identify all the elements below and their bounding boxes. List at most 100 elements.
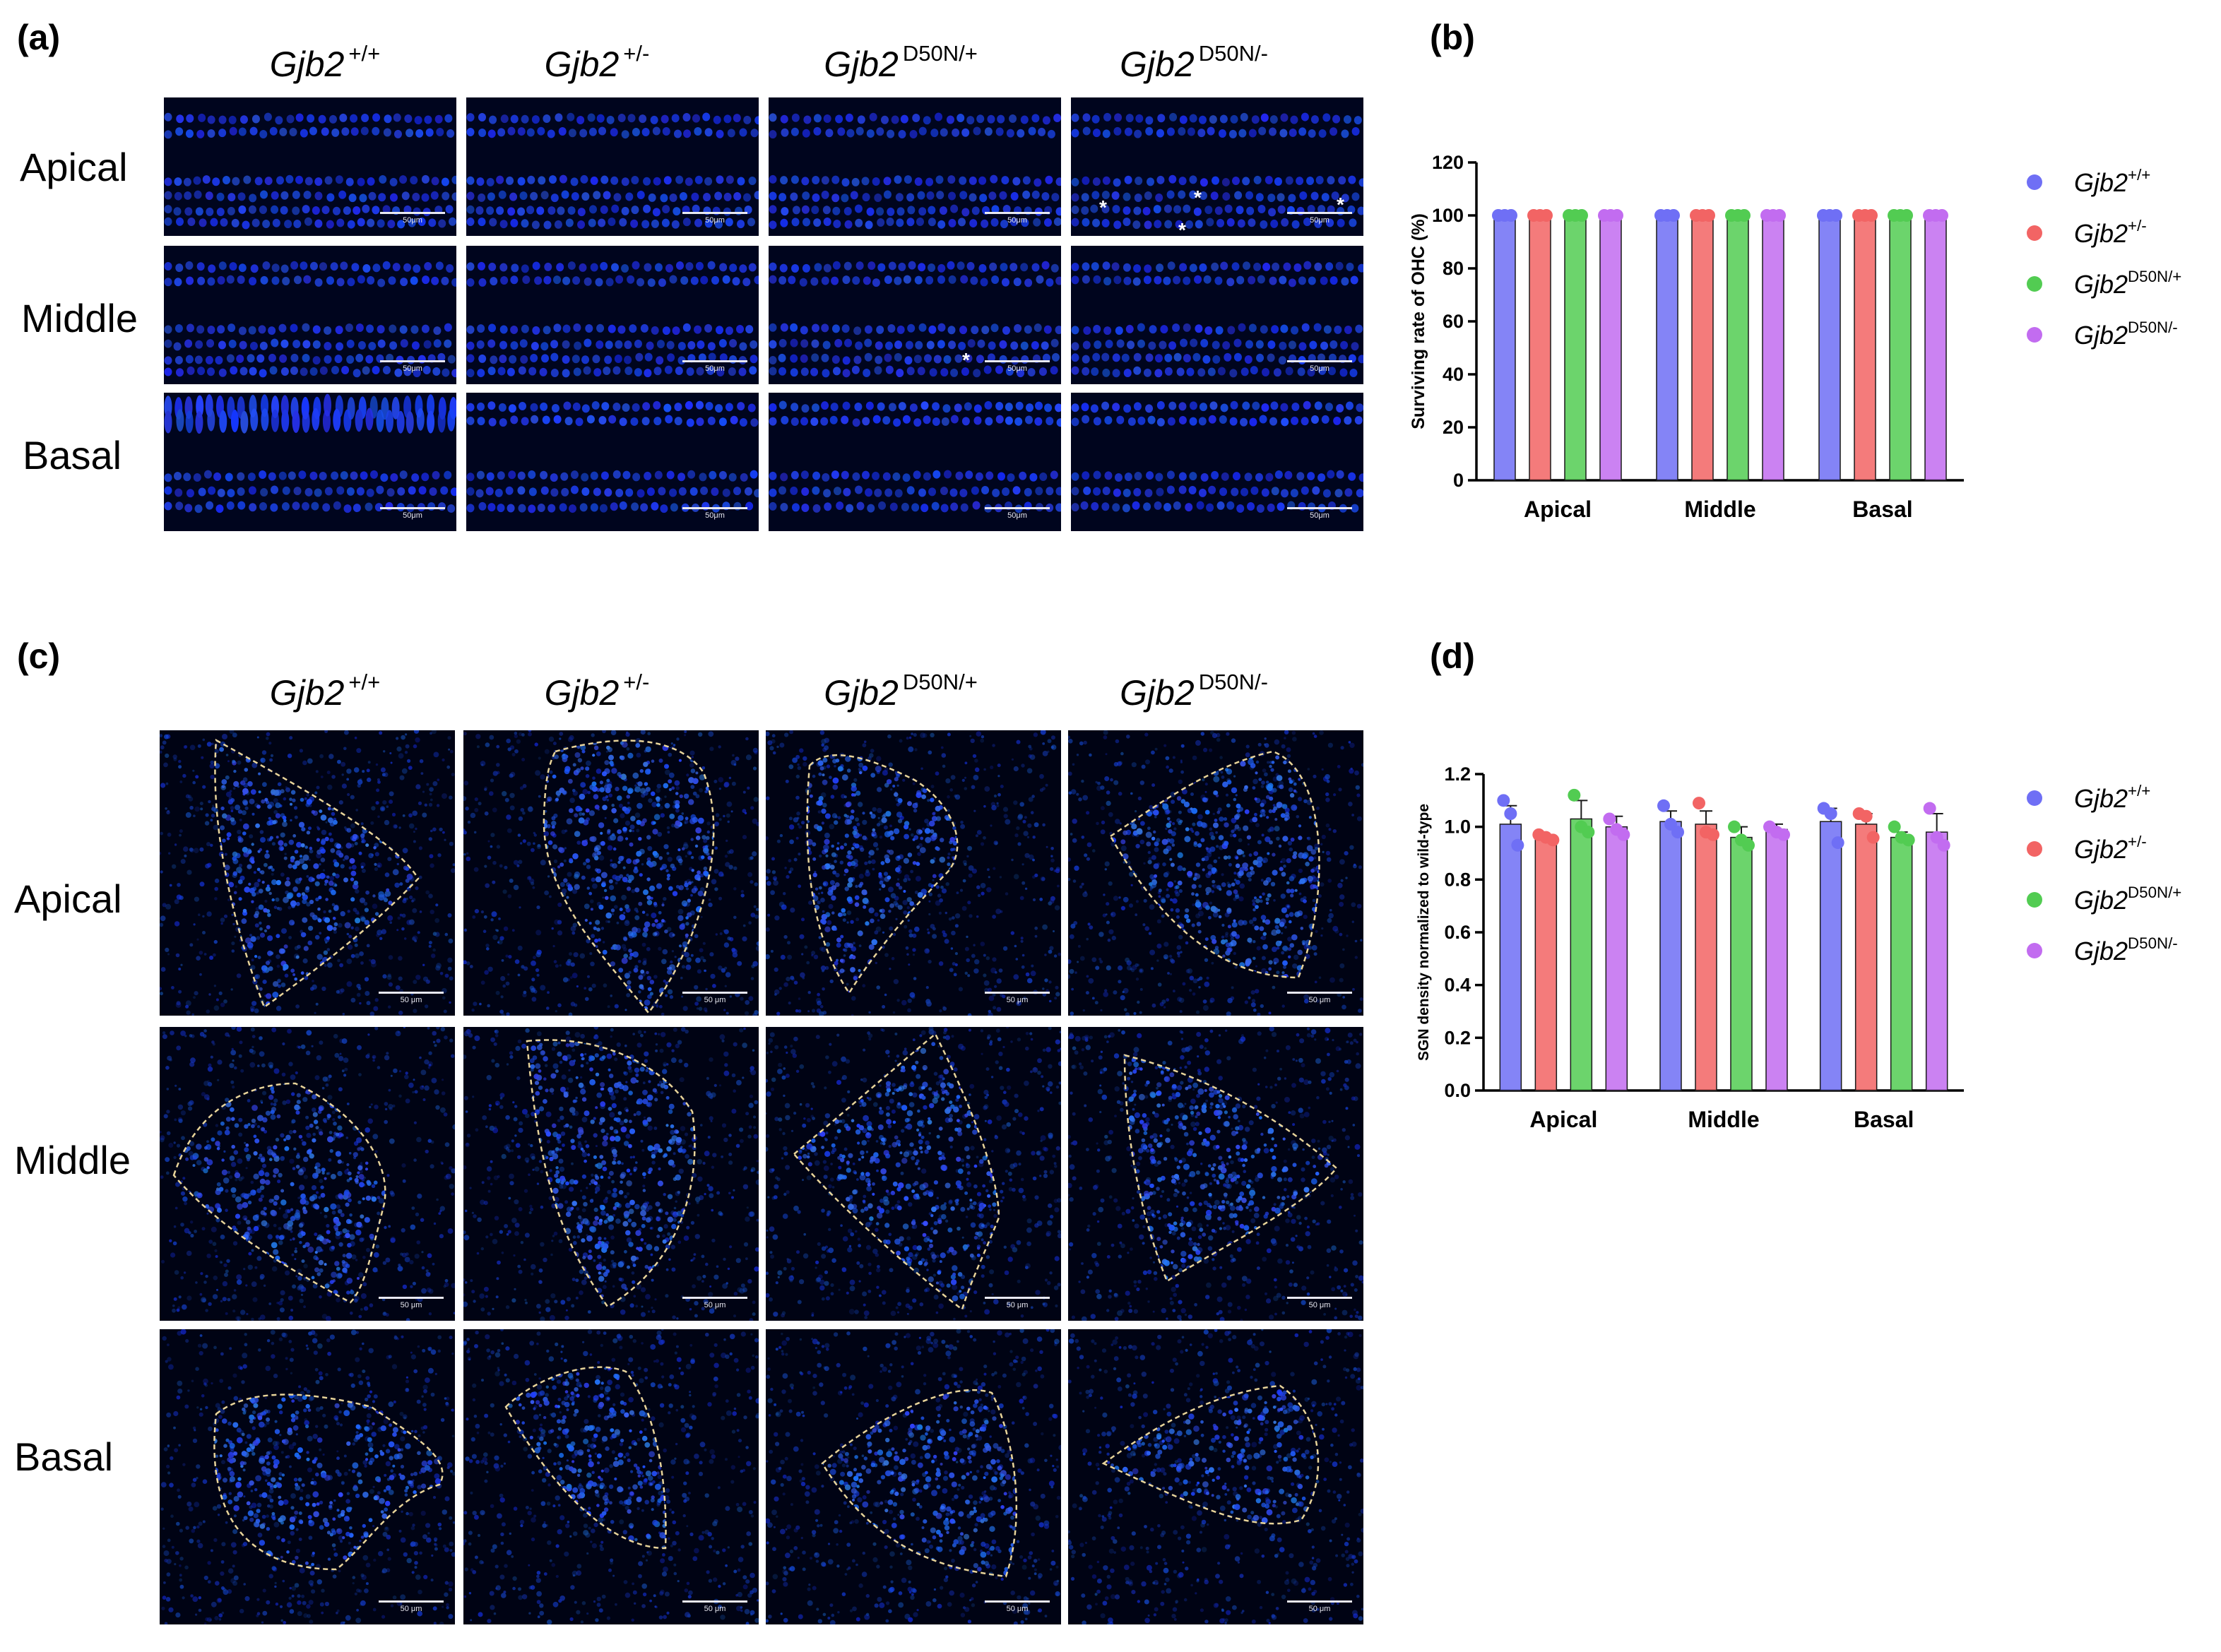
sgn-image-apical-2: 50 μm xyxy=(463,730,759,1016)
genotype-header-a-2: Gjb2 +/- xyxy=(545,41,650,85)
legend-label: Gjb2D50N/- xyxy=(2074,319,2178,350)
data-point xyxy=(1671,826,1684,839)
data-point xyxy=(1728,820,1741,833)
row-label-a-apical: Apical xyxy=(20,144,128,190)
scale-bar: 50μm xyxy=(380,507,445,523)
ohc-image-apical-4: 50μm xyxy=(1071,97,1363,236)
category-label: Apical xyxy=(1524,497,1592,522)
scale-bar: 50 μm xyxy=(1287,992,1352,1007)
data-point xyxy=(1936,209,1948,222)
data-point xyxy=(1902,833,1915,847)
scale-bar: 50μm xyxy=(1287,507,1352,523)
bar-middle-2 xyxy=(1695,824,1717,1091)
data-point xyxy=(1540,209,1553,222)
genotype-header-c-1: Gjb2 +/+ xyxy=(270,670,380,713)
scale-bar-label: 50 μm xyxy=(1287,1301,1352,1309)
bar-apical-3 xyxy=(1564,215,1587,481)
y-tick-label: 40 xyxy=(1443,364,1464,385)
scale-bar-label: 50μm xyxy=(380,511,445,520)
legend-swatch xyxy=(2027,327,2042,343)
scale-bar-label: 50μm xyxy=(985,511,1050,520)
bar-basal-2 xyxy=(1854,215,1876,481)
scale-bar: 50 μm xyxy=(682,992,747,1007)
data-point xyxy=(1693,797,1705,810)
scale-bar: 50μm xyxy=(682,212,747,227)
genotype-header-a-3: Gjb2 D50N/+ xyxy=(824,41,978,85)
ohc-image-middle-4: 50μm xyxy=(1071,246,1363,384)
bar-middle-3 xyxy=(1730,836,1753,1091)
scale-bar: 50μm xyxy=(682,507,747,523)
y-tick-label: 0.4 xyxy=(1444,975,1471,996)
scale-bar-label: 50 μm xyxy=(1287,1605,1352,1613)
scale-bar: 50μm xyxy=(985,507,1050,523)
data-point xyxy=(1742,838,1755,852)
missing-cell-asterisk: * xyxy=(1337,195,1344,215)
scale-bar: 50 μm xyxy=(379,1600,444,1616)
legend-swatch xyxy=(2027,841,2042,857)
bar-basal-3 xyxy=(1890,836,1913,1091)
scale-bar: 50 μm xyxy=(379,1297,444,1312)
genotype-header-a-1: Gjb2 +/+ xyxy=(270,41,380,85)
data-point xyxy=(1937,838,1950,852)
scale-bar-line xyxy=(380,212,445,214)
row-label-a-basal: Basal xyxy=(23,432,122,478)
sgn-image-middle-2: 50 μm xyxy=(463,1027,759,1321)
scale-bar-line xyxy=(1287,507,1352,509)
bar-middle-2 xyxy=(1691,215,1714,481)
bar-apical-4 xyxy=(1599,215,1622,481)
scale-bar-label: 50μm xyxy=(985,216,1050,225)
scale-bar-line xyxy=(682,507,747,509)
legend-label: Gjb2D50N/+ xyxy=(2074,884,2181,915)
scale-bar: 50μm xyxy=(380,360,445,376)
legend-swatch xyxy=(2027,943,2042,958)
bar-basal-3 xyxy=(1889,215,1912,481)
data-point xyxy=(1707,828,1719,841)
panel-label-a: (a) xyxy=(17,17,60,58)
data-point xyxy=(1511,838,1524,852)
scale-bar: 50μm xyxy=(682,360,747,376)
data-point xyxy=(1504,807,1517,820)
bar-basal-1 xyxy=(1818,215,1841,481)
data-point xyxy=(1568,788,1581,802)
scale-bar-line xyxy=(985,360,1050,362)
scale-bar-line xyxy=(682,1600,747,1603)
data-point xyxy=(1831,836,1844,850)
scale-bar: 50 μm xyxy=(682,1297,747,1312)
scale-bar-label: 50μm xyxy=(1287,364,1352,373)
scale-bar-line xyxy=(682,212,747,214)
y-tick-label: 0.6 xyxy=(1444,922,1471,943)
data-point xyxy=(1773,209,1786,222)
scale-bar: 50μm xyxy=(985,360,1050,376)
sgn-image-middle-1: 50 μm xyxy=(160,1027,455,1321)
data-point xyxy=(1611,209,1623,222)
scale-bar-label: 50 μm xyxy=(985,1605,1050,1613)
y-tick-label: 60 xyxy=(1443,311,1464,332)
legend-label: Gjb2+/+ xyxy=(2074,782,2150,813)
ohc-image-middle-2: 50μm xyxy=(466,246,759,384)
data-point xyxy=(1859,809,1873,823)
row-label-c-apical: Apical xyxy=(14,876,122,922)
bar-basal-1 xyxy=(1819,821,1842,1091)
scale-bar: 50 μm xyxy=(985,1600,1050,1616)
scale-bar-label: 50μm xyxy=(380,364,445,373)
data-point xyxy=(1830,209,1842,222)
scale-bar: 50 μm xyxy=(1287,1600,1352,1616)
legend-swatch xyxy=(2027,225,2042,241)
scale-bar-line xyxy=(380,507,445,509)
scale-bar: 50 μm xyxy=(682,1600,747,1616)
scale-bar-line xyxy=(985,212,1050,214)
ohc-image-middle-1: 50μm xyxy=(164,246,456,384)
y-tick-label: 80 xyxy=(1443,258,1464,279)
scale-bar-line xyxy=(1287,1297,1352,1299)
data-point xyxy=(1702,209,1715,222)
scale-bar-label: 50μm xyxy=(682,511,747,520)
y-tick-label: 120 xyxy=(1432,152,1464,173)
legend-swatch xyxy=(2027,174,2042,190)
scale-bar-label: 50 μm xyxy=(379,1605,444,1613)
scale-bar: 50 μm xyxy=(379,992,444,1007)
bar-apical-4 xyxy=(1605,826,1628,1091)
scale-bar-label: 50 μm xyxy=(682,1301,747,1309)
scale-bar-line xyxy=(379,1297,444,1299)
data-point xyxy=(1667,209,1680,222)
data-point xyxy=(1824,807,1837,820)
